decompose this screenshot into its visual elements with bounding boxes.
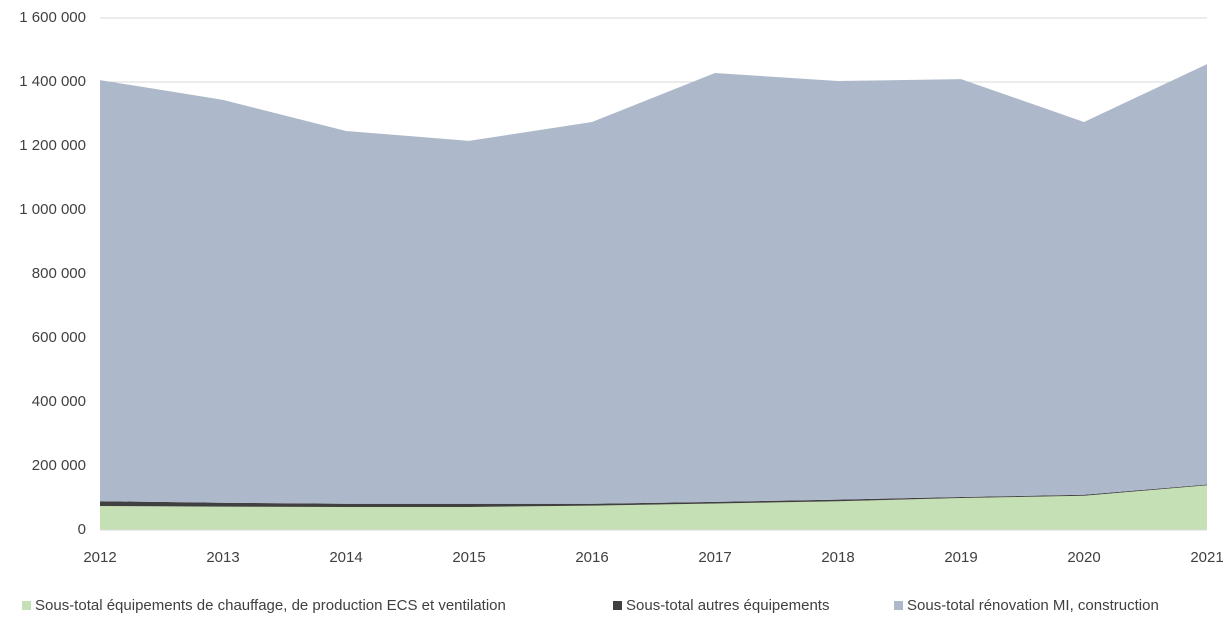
x-tick-label: 2015 [452, 549, 485, 566]
x-tick-label: 2020 [1067, 549, 1100, 566]
y-tick-label: 1 000 000 [19, 201, 86, 218]
legend-swatch [22, 601, 31, 610]
area [100, 485, 1207, 530]
y-tick-label: 200 000 [32, 457, 86, 474]
legend-label: Sous-total équipements de chauffage, de … [35, 597, 506, 614]
x-tick-label: 2019 [944, 549, 977, 566]
legend-label: Sous-total autres équipements [626, 597, 829, 614]
x-tick-label: 2014 [329, 549, 362, 566]
legend-swatch [894, 601, 903, 610]
legend-swatch [613, 601, 622, 610]
x-tick-label: 2013 [206, 549, 239, 566]
area [100, 64, 1207, 504]
x-tick-label: 2018 [821, 549, 854, 566]
y-tick-label: 400 000 [32, 393, 86, 410]
x-tick-label: 2017 [698, 549, 731, 566]
legend-label: Sous-total rénovation MI, construction [907, 597, 1159, 614]
y-tick-label: 1 200 000 [19, 137, 86, 154]
x-tick-label: 2021 [1190, 549, 1223, 566]
x-tick-label: 2012 [83, 549, 116, 566]
y-tick-label: 1 400 000 [19, 73, 86, 90]
y-tick-label: 0 [78, 521, 86, 538]
x-tick-label: 2016 [575, 549, 608, 566]
y-tick-label: 800 000 [32, 265, 86, 282]
y-tick-label: 600 000 [32, 329, 86, 346]
y-tick-label: 1 600 000 [19, 9, 86, 26]
area [100, 484, 1207, 507]
